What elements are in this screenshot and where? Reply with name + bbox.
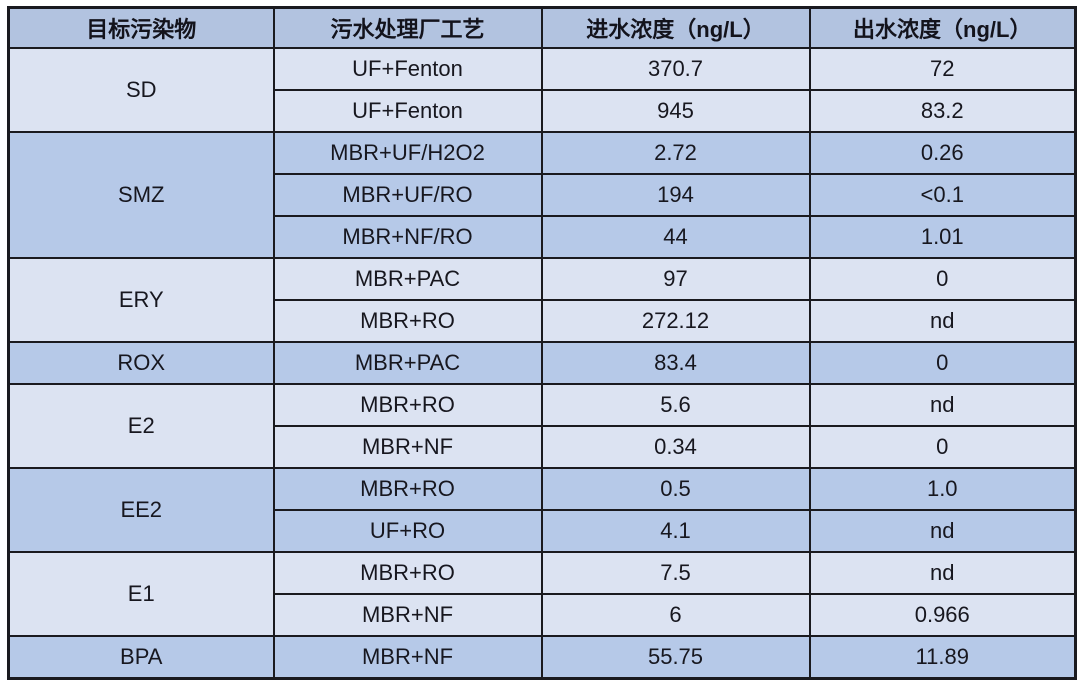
influent-value-cell: 194: [540, 173, 811, 217]
effluent-value-cell: 0.966: [808, 593, 1077, 637]
process-cell: MBR+NF: [272, 425, 543, 469]
table-row: MBR+NF/RO 44 1.01: [9, 215, 1077, 259]
process-cell: UF+Fenton: [272, 47, 543, 91]
effluent-value-cell: nd: [808, 299, 1077, 343]
influent-value-cell: 370.7: [540, 47, 811, 91]
process-cell: MBR+RO: [272, 467, 543, 511]
pollutant-cell: BPA: [7, 635, 275, 680]
influent-value-cell: 0.5: [540, 467, 811, 511]
effluent-value-cell: <0.1: [808, 173, 1077, 217]
table-row: EE2 MBR+RO 0.5 1.0: [7, 467, 1077, 553]
process-cell: UF+Fenton: [272, 89, 543, 133]
influent-value-cell: 44: [540, 215, 811, 259]
table-row: UF+RO 4.1 nd: [9, 509, 1077, 553]
effluent-value-cell: nd: [808, 551, 1077, 595]
col-header-target-pollutant: 目标污染物: [7, 6, 275, 49]
pollutant-cell: SD: [7, 47, 275, 133]
table-row: MBR+UF/RO 194 <0.1: [9, 173, 1077, 217]
effluent-value-cell: nd: [808, 383, 1077, 427]
influent-value-cell: 0.34: [540, 425, 811, 469]
header-row: 目标污染物 污水处理厂工艺 进水浓度（ng/L） 出水浓度（ng/L）: [7, 6, 1077, 49]
process-cell: MBR+RO: [272, 383, 543, 427]
table-row: MBR+NF 6 0.966: [9, 593, 1077, 637]
effluent-value-cell: 1.0: [808, 467, 1077, 511]
influent-value-cell: 83.4: [540, 341, 811, 385]
table-row: SMZ MBR+UF/H2O2 2.72 0.26: [7, 131, 1077, 259]
pollutant-cell: E2: [7, 383, 275, 469]
influent-value-cell: 6: [540, 593, 811, 637]
table-row: ERY MBR+PAC 97 0: [7, 257, 1077, 343]
influent-value-cell: 945: [540, 89, 811, 133]
effluent-value-cell: 11.89: [808, 635, 1077, 680]
influent-value-cell: 4.1: [540, 509, 811, 553]
process-cell: MBR+NF/RO: [272, 215, 543, 259]
influent-value-cell: 55.75: [540, 635, 811, 680]
effluent-value-cell: 0.26: [808, 131, 1077, 175]
effluent-value-cell: 0: [808, 257, 1077, 301]
pollutant-cell: ROX: [7, 341, 275, 385]
influent-value-cell: 272.12: [540, 299, 811, 343]
col-header-influent-concentration: 进水浓度（ng/L）: [540, 6, 811, 49]
influent-value-cell: 7.5: [540, 551, 811, 595]
table-row: UF+Fenton 945 83.2: [9, 89, 1077, 133]
process-cell: MBR+PAC: [272, 257, 543, 301]
process-cell: MBR+NF: [272, 593, 543, 637]
pollutant-cell: E1: [7, 551, 275, 637]
influent-value-cell: 2.72: [540, 131, 811, 175]
effluent-value-cell: nd: [808, 509, 1077, 553]
col-header-effluent-concentration: 出水浓度（ng/L）: [808, 6, 1077, 49]
effluent-value-cell: 83.2: [808, 89, 1077, 133]
influent-value-cell: 97: [540, 257, 811, 301]
process-cell: MBR+UF/RO: [272, 173, 543, 217]
pollutant-concentration-table: 目标污染物 污水处理厂工艺 进水浓度（ng/L） 出水浓度（ng/L） SD UF…: [7, 6, 1077, 680]
effluent-value-cell: 0: [808, 341, 1077, 385]
table-body: SD UF+Fenton 370.7 72 UF+Fenton 945 83.2 SMZ MBR…: [7, 47, 1077, 680]
table-row: ROX MBR+PAC 83.4 0: [7, 341, 1077, 385]
table-row: E1 MBR+RO 7.5 nd: [7, 551, 1077, 637]
page: 目标污染物 污水处理厂工艺 进水浓度（ng/L） 出水浓度（ng/L） SD UF…: [7, 6, 1077, 680]
process-cell: MBR+UF/H2O2: [272, 131, 543, 175]
col-header-treatment-process: 污水处理厂工艺: [272, 6, 543, 49]
process-cell: MBR+RO: [272, 299, 543, 343]
table-row: E2 MBR+RO 5.6 nd: [7, 383, 1077, 469]
influent-value-cell: 5.6: [540, 383, 811, 427]
effluent-value-cell: 72: [808, 47, 1077, 91]
process-cell: MBR+PAC: [272, 341, 543, 385]
table-row: MBR+RO 272.12 nd: [9, 299, 1077, 343]
table-row: BPA MBR+NF 55.75 11.89: [7, 635, 1077, 680]
effluent-value-cell: 1.01: [808, 215, 1077, 259]
table-row: MBR+NF 0.34 0: [9, 425, 1077, 469]
table-row: SD UF+Fenton 370.7 72: [7, 47, 1077, 133]
pollutant-cell: EE2: [7, 467, 275, 553]
effluent-value-cell: 0: [808, 425, 1077, 469]
pollutant-cell: SMZ: [7, 131, 275, 259]
pollutant-cell: ERY: [7, 257, 275, 343]
process-cell: MBR+NF: [272, 635, 543, 680]
process-cell: UF+RO: [272, 509, 543, 553]
process-cell: MBR+RO: [272, 551, 543, 595]
